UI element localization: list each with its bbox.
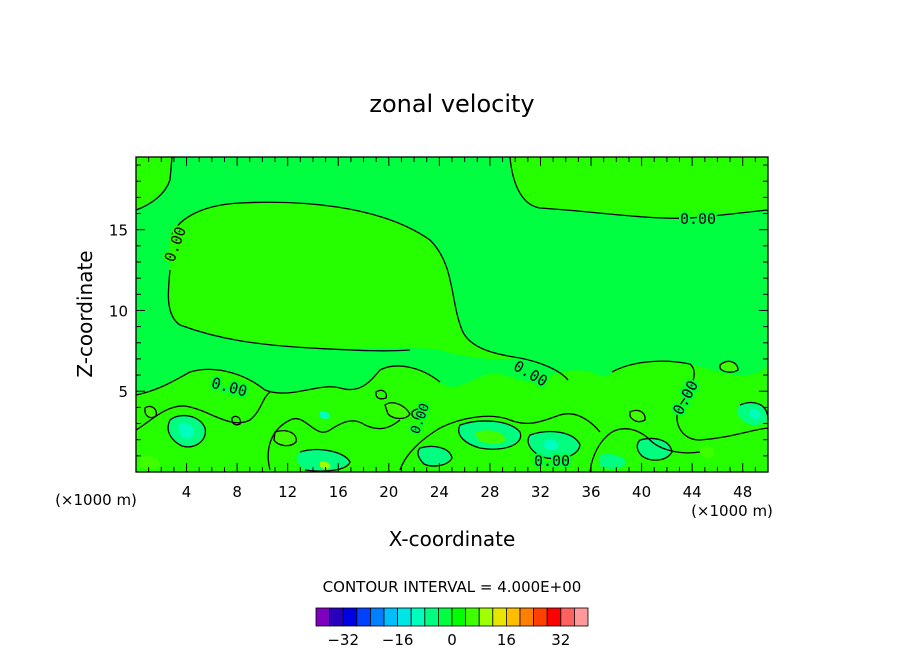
x-tick-label: 4 (182, 483, 192, 501)
contour-fill-upper-right (510, 157, 768, 219)
x-tick-label: 16 (329, 483, 348, 501)
contour-label: 0.00 (534, 452, 570, 470)
x-axis-units-left: (×1000 m) (55, 491, 137, 509)
colorbar-tick-label: 32 (551, 631, 570, 649)
colorbar-swatch (465, 607, 480, 627)
colorbar-swatch (451, 607, 467, 627)
colorbar-swatch (560, 607, 575, 627)
contour-fill-central-positive (168, 202, 520, 360)
colorbar-swatch (356, 607, 371, 627)
colorbar-labels: −32 −16 0 16 32 (327, 631, 570, 649)
x-tick-label: 28 (480, 483, 499, 501)
colorbar-tick-label: 0 (447, 631, 457, 649)
colorbar-swatch (383, 607, 399, 627)
colorbar-swatch (437, 607, 453, 627)
contour-fill-upper-left (136, 157, 172, 210)
colorbar-swatch (478, 607, 494, 627)
colorbar-swatch (329, 607, 344, 627)
x-tick-label: 24 (430, 483, 449, 501)
x-tick-label: 20 (379, 483, 398, 501)
plot-area: 0.00 0.00 0.00 0.00 0.00 0.00 0.00 (135, 156, 769, 473)
x-axis-title: X-coordinate (389, 527, 516, 551)
contour-lines (135, 156, 769, 473)
x-axis-units-right: (×1000 m) (691, 502, 773, 520)
colorbar-swatch (369, 607, 385, 627)
x-tick-label: 40 (632, 483, 651, 501)
colorbar (315, 607, 589, 627)
colorbar-swatch (315, 607, 331, 627)
y-axis-title: Z-coordinate (73, 250, 97, 377)
colorbar-swatch (505, 607, 521, 627)
colorbar-tick-label: −16 (382, 631, 414, 649)
x-tick-label: 32 (531, 483, 550, 501)
y-tick-label: 15 (109, 222, 128, 240)
x-axis: 4 8 12 16 20 24 28 32 36 40 44 48 (148, 157, 756, 501)
x-tick-label: 8 (232, 483, 242, 501)
y-tick-label: 5 (118, 383, 128, 401)
colorbar-swatch (397, 607, 412, 627)
chart-title: zonal velocity (369, 90, 534, 118)
colorbar-tick-label: 16 (497, 631, 516, 649)
colorbar-tick-label: −32 (327, 631, 359, 649)
colorbar-swatch (533, 607, 548, 627)
colorbar-swatch (424, 607, 439, 627)
contour-label: 0.00 (680, 210, 716, 228)
colorbar-swatch (492, 607, 507, 627)
contour-fill-lower-noise (140, 361, 768, 472)
colorbar-swatch (342, 607, 358, 627)
colorbar-swatch (574, 607, 589, 627)
x-tick-label: 48 (733, 483, 752, 501)
colorbar-swatch (519, 607, 535, 627)
y-tick-label: 10 (109, 302, 128, 320)
x-tick-label: 12 (278, 483, 297, 501)
colorbar-swatch (410, 607, 426, 627)
y-axis: 5 10 15 (109, 164, 768, 457)
x-tick-label: 36 (581, 483, 600, 501)
contour-interval-text: CONTOUR INTERVAL = 4.000E+00 (323, 578, 582, 596)
x-tick-label: 44 (683, 483, 702, 501)
colorbar-swatch (546, 607, 562, 627)
